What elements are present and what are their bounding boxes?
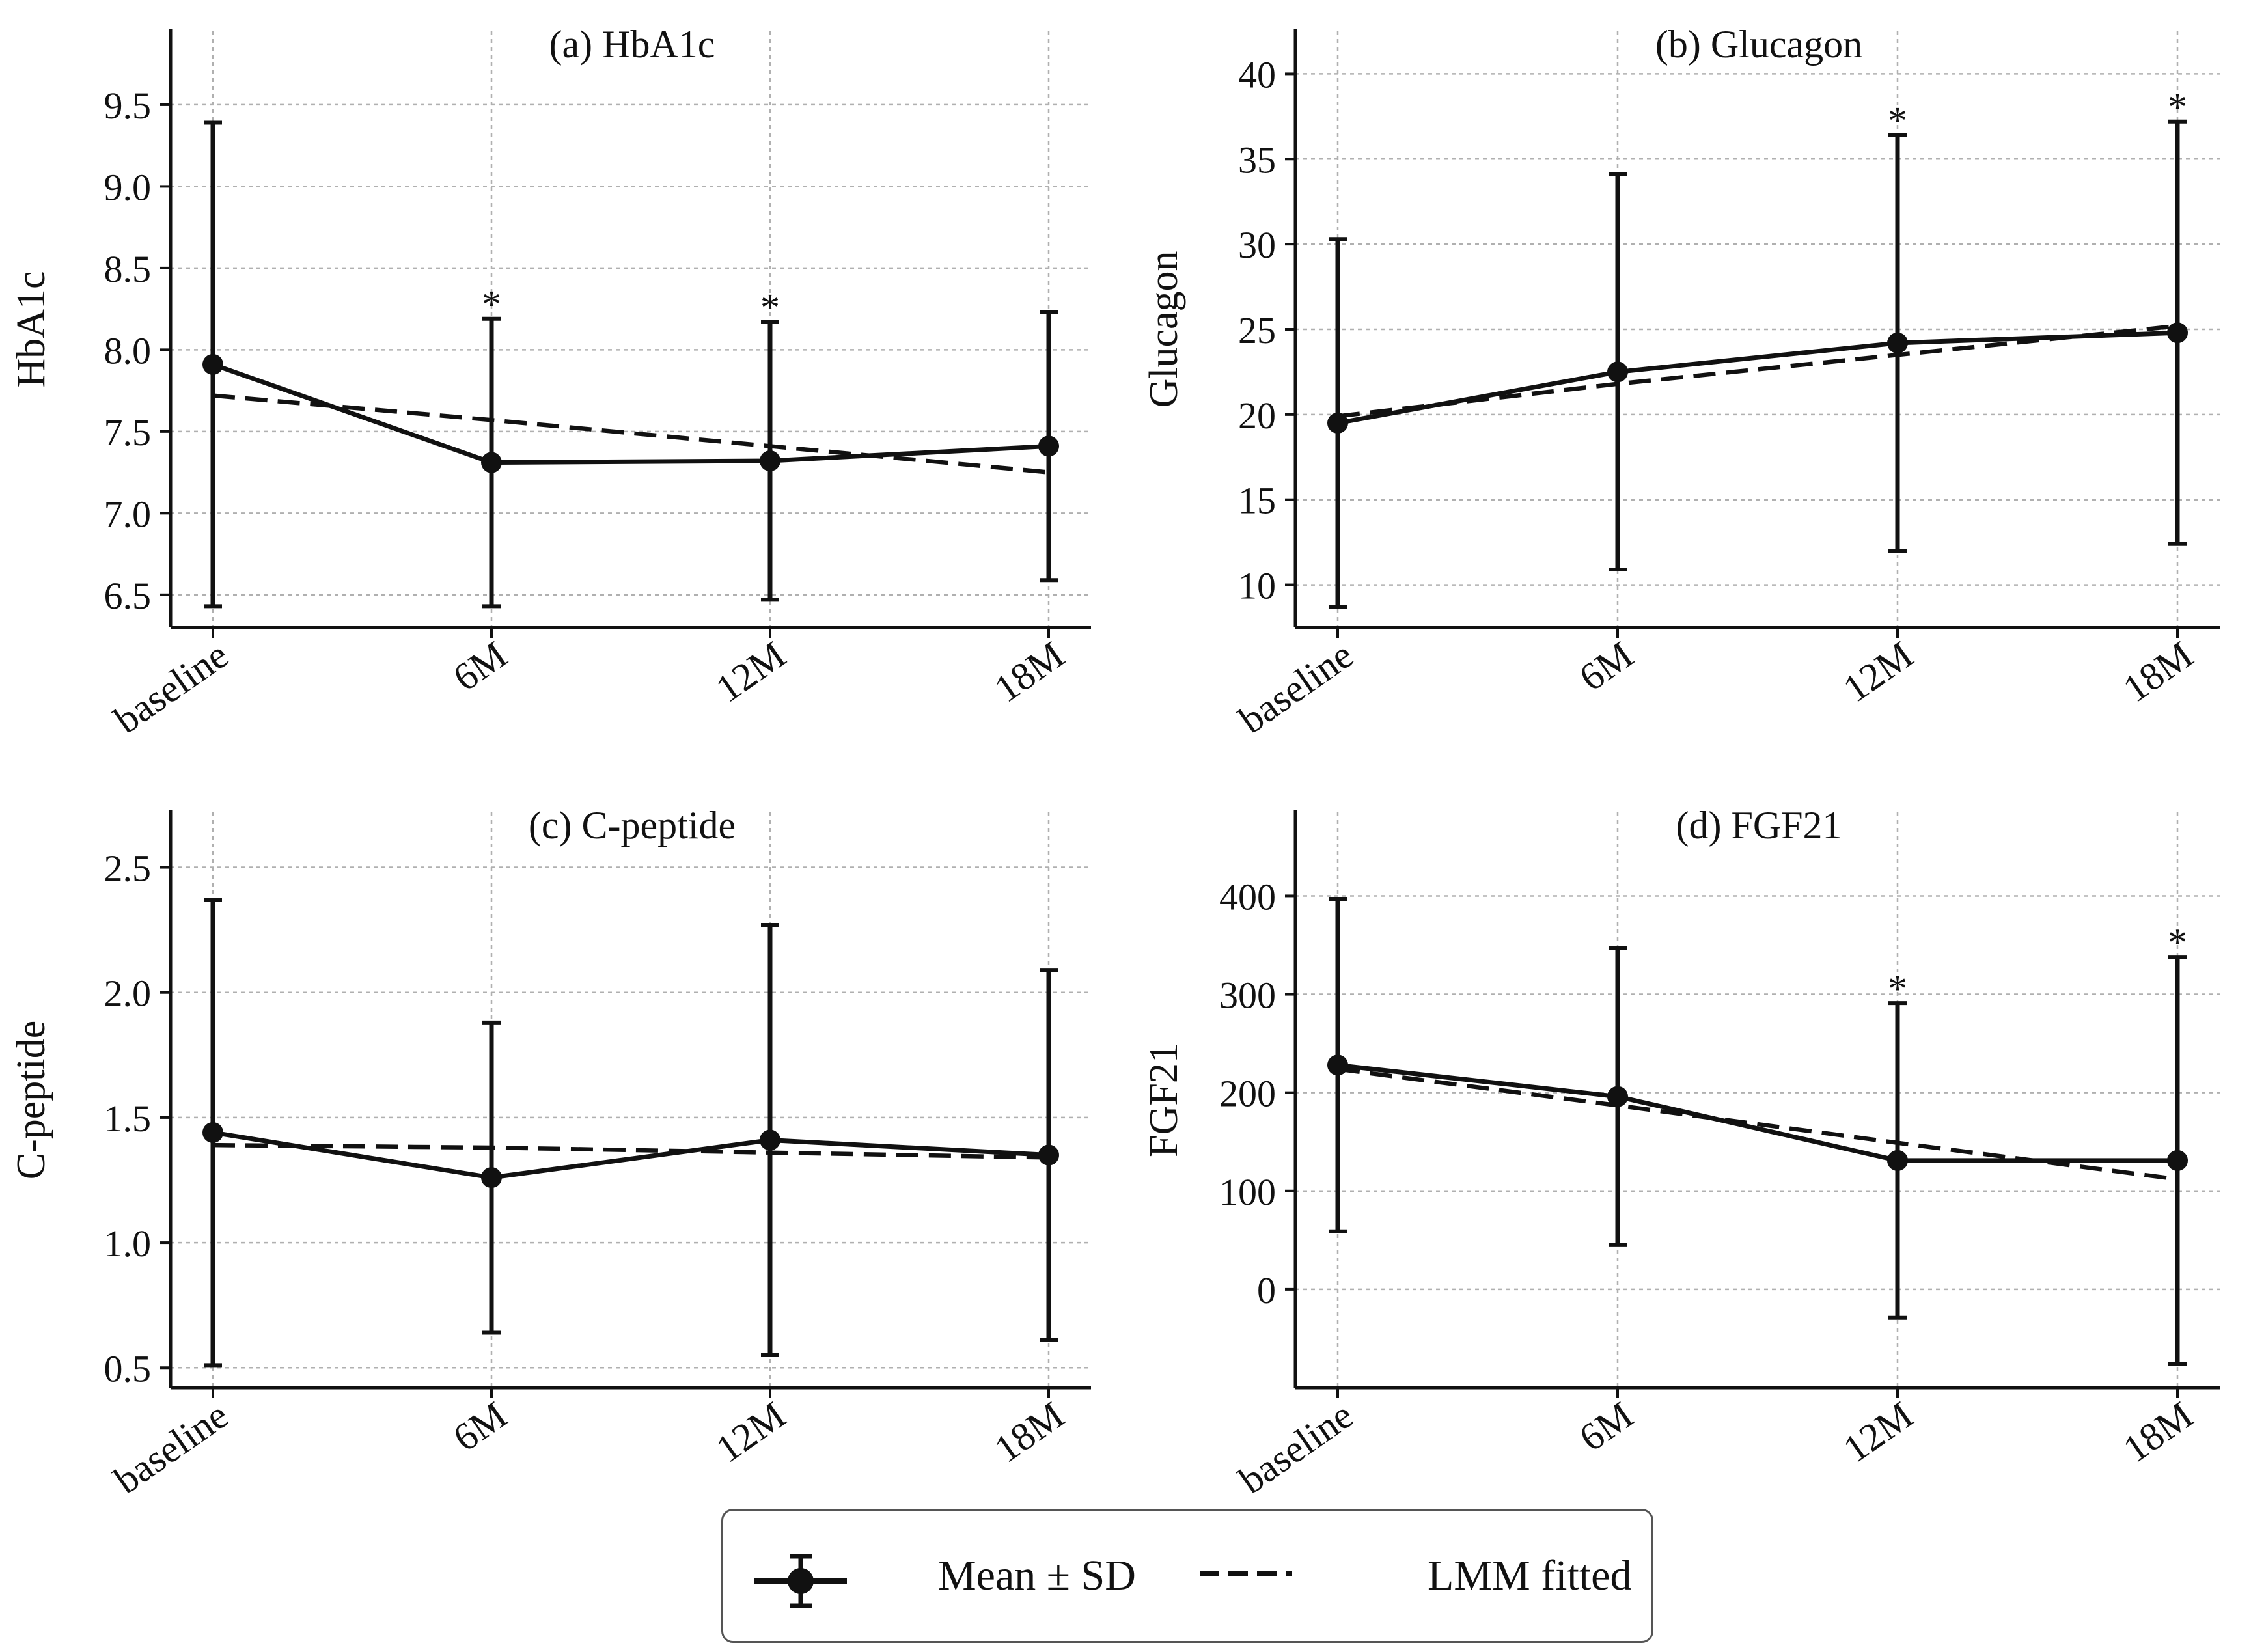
x-tick-label: 6M	[445, 1394, 514, 1460]
mean-line	[212, 362, 1049, 465]
y-axis-label: Glucagon	[1142, 251, 1186, 407]
y-axis-label: C-peptide	[9, 1021, 53, 1180]
chart-title: (a) HbA1c	[549, 23, 715, 66]
mean-point	[1327, 412, 1348, 434]
mean-point	[1887, 332, 1908, 353]
lmm-fitted-line	[1337, 1067, 2178, 1181]
y-tick-label: 0.5	[104, 1347, 152, 1390]
mean-point	[202, 1122, 223, 1143]
y-tick-label: 2.0	[104, 972, 152, 1015]
significance-star: *	[1888, 100, 1907, 143]
mean-point	[760, 1129, 780, 1151]
legend: Mean ± SD LMM fitted	[721, 1509, 1653, 1643]
significance-star: *	[482, 283, 501, 326]
mean-point	[1607, 361, 1628, 383]
y-tick-label: 1.5	[104, 1097, 152, 1140]
y-tick-label: 9.5	[104, 85, 152, 127]
significance-star: *	[2168, 921, 2187, 964]
x-tick-label: 18M	[2116, 633, 2201, 711]
legend-label-mean-sd: Mean ± SD	[938, 1552, 1136, 1599]
y-tick-label: 400	[1219, 875, 1276, 918]
y-tick-label: 30	[1238, 224, 1276, 266]
x-tick-label: 6M	[445, 633, 514, 700]
mean-point	[2167, 322, 2188, 344]
y-tick-label: 8.5	[104, 248, 152, 290]
y-tick-label: 200	[1219, 1073, 1276, 1115]
y-tick-label: 0	[1257, 1269, 1276, 1312]
y-tick-label: 300	[1219, 974, 1276, 1017]
x-tick-label: baseline	[1232, 633, 1361, 742]
mean-point	[1887, 1150, 1908, 1171]
y-tick-label: 7.5	[104, 411, 152, 454]
y-tick-label: 15	[1238, 480, 1276, 522]
x-tick-label: baseline	[107, 1394, 236, 1502]
y-tick-label: 40	[1238, 53, 1276, 96]
mean-line	[1337, 1062, 2177, 1163]
x-tick-label: baseline	[107, 633, 236, 742]
y-tick-label: 6.5	[104, 575, 152, 617]
y-axis-label: HbA1c	[9, 271, 53, 387]
panel-hba1c: 6.5 7.0 7.5 8.0 8.5 9.0 9.5 baseline 6M 12M 18M HbA…	[9, 23, 1091, 741]
x-tick-label: 6M	[1571, 633, 1640, 700]
lmm-fitted-line	[212, 1142, 1049, 1160]
legend-entry-mean-sd: Mean ± SD	[749, 1511, 1140, 1641]
mean-line	[212, 1130, 1049, 1180]
panel-fgf21: 0 100 200 300 400 baseline 6M 12M 18M FGF21 (d) FG…	[1142, 804, 2220, 1502]
x-tick-label: 12M	[1836, 1394, 1921, 1471]
mean-point	[760, 450, 780, 472]
mean-point	[1038, 1144, 1059, 1166]
legend-dashed-line-icon	[1200, 1571, 1292, 1576]
y-tick-label: 2.5	[104, 847, 152, 890]
x-tick-label: 18M	[987, 1394, 1072, 1471]
chart-title: (b) Glucagon	[1655, 23, 1862, 66]
chart-title: (d) FGF21	[1676, 804, 1842, 847]
panel-c-peptide: 0.5 1.0 1.5 2.0 2.5 baseline 6M 12M 18M C-peptide…	[9, 804, 1091, 1502]
mean-point	[1038, 435, 1059, 457]
y-tick-label: 100	[1219, 1171, 1276, 1213]
mean-point	[202, 353, 223, 375]
panel-glucagon: 10 15 20 25 30 35 40 baseline 6M 12M 18M Glucagon (b…	[1142, 23, 2220, 741]
x-tick-label: 6M	[1571, 1394, 1640, 1460]
chart-title: (c) C-peptide	[529, 804, 736, 847]
y-tick-label: 1.0	[104, 1222, 152, 1265]
mean-point	[1327, 1054, 1348, 1076]
y-axis-label: FGF21	[1142, 1043, 1186, 1157]
y-tick-label: 25	[1238, 309, 1276, 351]
x-tick-label: baseline	[1232, 1394, 1361, 1502]
y-tick-label: 35	[1238, 139, 1276, 181]
y-tick-label: 8.0	[104, 329, 152, 372]
legend-label-lmm-fitted: LMM fitted	[1428, 1552, 1632, 1599]
y-tick-label: 10	[1238, 565, 1276, 607]
y-tick-label: 20	[1238, 394, 1276, 437]
mean-point	[2167, 1150, 2188, 1171]
x-tick-label: 12M	[708, 633, 794, 711]
x-tick-label: 18M	[987, 633, 1072, 711]
significance-star: *	[1888, 967, 1907, 1010]
y-tick-label: 7.0	[104, 493, 152, 535]
lmm-fitted-line	[1337, 324, 2178, 419]
mean-point	[481, 1167, 502, 1189]
y-tick-label: 9.0	[104, 166, 152, 208]
mean-point	[1607, 1086, 1628, 1107]
mean-line	[1337, 330, 2178, 426]
x-tick-label: 18M	[2116, 1394, 2201, 1471]
significance-star: *	[760, 286, 780, 329]
mean-point	[481, 452, 502, 473]
x-tick-label: 12M	[708, 1394, 794, 1471]
significance-star: *	[2168, 86, 2187, 129]
legend-entry-lmm-fitted: LMM fitted	[1198, 1511, 1641, 1641]
legend-errorbar-icon	[754, 1554, 847, 1608]
x-tick-label: 12M	[1836, 633, 1921, 711]
lmm-fitted-line	[212, 393, 1049, 475]
